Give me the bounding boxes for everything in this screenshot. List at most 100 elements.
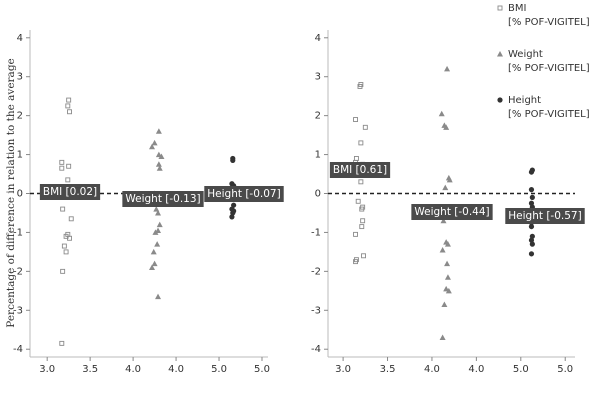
annotation-box — [39, 184, 101, 200]
annotation: Height [-0.57] — [505, 208, 585, 224]
annotation-box — [329, 162, 391, 178]
point — [66, 163, 72, 169]
legend-marker — [497, 97, 503, 103]
y-tick-label: -1 — [311, 227, 321, 238]
annotation-text: Weight [-0.13] — [125, 193, 200, 205]
y-tick-label: -3 — [13, 305, 23, 316]
point — [357, 83, 363, 89]
y-tick-label: 1 — [315, 150, 321, 161]
point — [155, 209, 162, 216]
legend-label: [% POF-VIGITEL] — [508, 17, 590, 28]
annotation-text: BMI [0.61] — [333, 164, 387, 176]
point — [528, 251, 535, 257]
point — [59, 159, 65, 165]
point — [528, 237, 535, 243]
point — [158, 153, 165, 160]
point — [155, 227, 162, 233]
legend-label: Weight — [508, 49, 543, 60]
point — [358, 179, 364, 185]
point — [438, 110, 445, 117]
point — [155, 293, 162, 300]
point — [230, 157, 236, 164]
point — [61, 243, 67, 249]
point — [528, 187, 535, 193]
annotation: BMI [0.02] — [39, 184, 101, 200]
point — [528, 223, 535, 230]
y-tick-label: 2 — [315, 111, 321, 122]
point — [528, 169, 535, 175]
point — [444, 274, 451, 280]
point — [59, 340, 65, 346]
y-tick-label: 3 — [315, 72, 321, 83]
y-tick-label: -2 — [13, 266, 23, 277]
point — [60, 268, 66, 274]
point — [154, 241, 161, 247]
legend-label: [% POF-VIGITEL] — [508, 63, 590, 74]
point — [355, 198, 361, 204]
point — [446, 176, 453, 183]
y-tick-label: 3 — [17, 72, 23, 83]
point — [529, 194, 535, 200]
point — [353, 156, 359, 161]
point — [153, 206, 160, 212]
annotation-box — [411, 204, 493, 220]
point — [68, 216, 74, 222]
annotation: Weight [-0.13] — [122, 191, 204, 207]
point — [67, 109, 72, 115]
y-tick-label: 4 — [17, 33, 23, 44]
point — [362, 124, 368, 130]
y-tick-label: 0 — [315, 189, 321, 200]
annotation-box — [505, 208, 585, 224]
point — [59, 165, 65, 171]
x-tick-label: 3.0 — [335, 364, 351, 375]
point — [151, 260, 158, 267]
point — [353, 259, 358, 265]
annotation: Height [-0.07] — [204, 186, 284, 202]
point — [149, 264, 156, 270]
point — [444, 260, 451, 267]
x-tick-label: 5.0 — [211, 364, 227, 375]
point — [229, 214, 235, 220]
point — [439, 334, 446, 341]
y-axis-label: Percentage of difference in relation to … — [5, 58, 17, 328]
annotation-text: Height [-0.07] — [207, 188, 280, 200]
point — [156, 165, 163, 171]
point — [231, 208, 237, 214]
y-tick-label: -1 — [13, 227, 23, 238]
x-tick-label: 3.0 — [39, 364, 55, 375]
point — [444, 65, 451, 72]
x-tick-label: 4.0 — [424, 364, 440, 375]
annotation-text: BMI [0.02] — [43, 186, 97, 198]
annotation: Weight [-0.44] — [411, 204, 493, 220]
point — [60, 206, 66, 212]
y-tick-label: -4 — [311, 344, 321, 355]
x-tick-label: 5.0 — [557, 364, 573, 375]
y-tick-label: -3 — [311, 305, 321, 316]
point — [155, 161, 162, 167]
y-tick-label: -2 — [311, 266, 321, 277]
annotation-text: Weight [-0.44] — [414, 206, 489, 218]
point — [528, 200, 535, 206]
y-tick-label: 0 — [17, 189, 23, 200]
y-tick-label: 1 — [17, 150, 23, 161]
point — [152, 229, 159, 235]
x-tick-label: 4.0 — [168, 364, 184, 375]
point — [358, 140, 364, 146]
annotation-text: Height [-0.57] — [508, 210, 581, 222]
x-tick-label: 5.0 — [513, 364, 529, 375]
legend-label: [% POF-VIGITEL] — [508, 109, 590, 120]
point — [155, 128, 162, 134]
point — [353, 117, 358, 122]
point — [63, 249, 69, 255]
point — [149, 143, 156, 150]
point — [66, 97, 72, 103]
point — [353, 231, 358, 237]
x-tick-label: 4.0 — [125, 364, 141, 375]
point — [443, 124, 450, 130]
annotation-box — [122, 191, 204, 207]
point — [439, 246, 446, 253]
legend-label: Height — [508, 95, 541, 106]
x-tick-label: 3.5 — [82, 364, 98, 375]
point — [150, 248, 157, 255]
